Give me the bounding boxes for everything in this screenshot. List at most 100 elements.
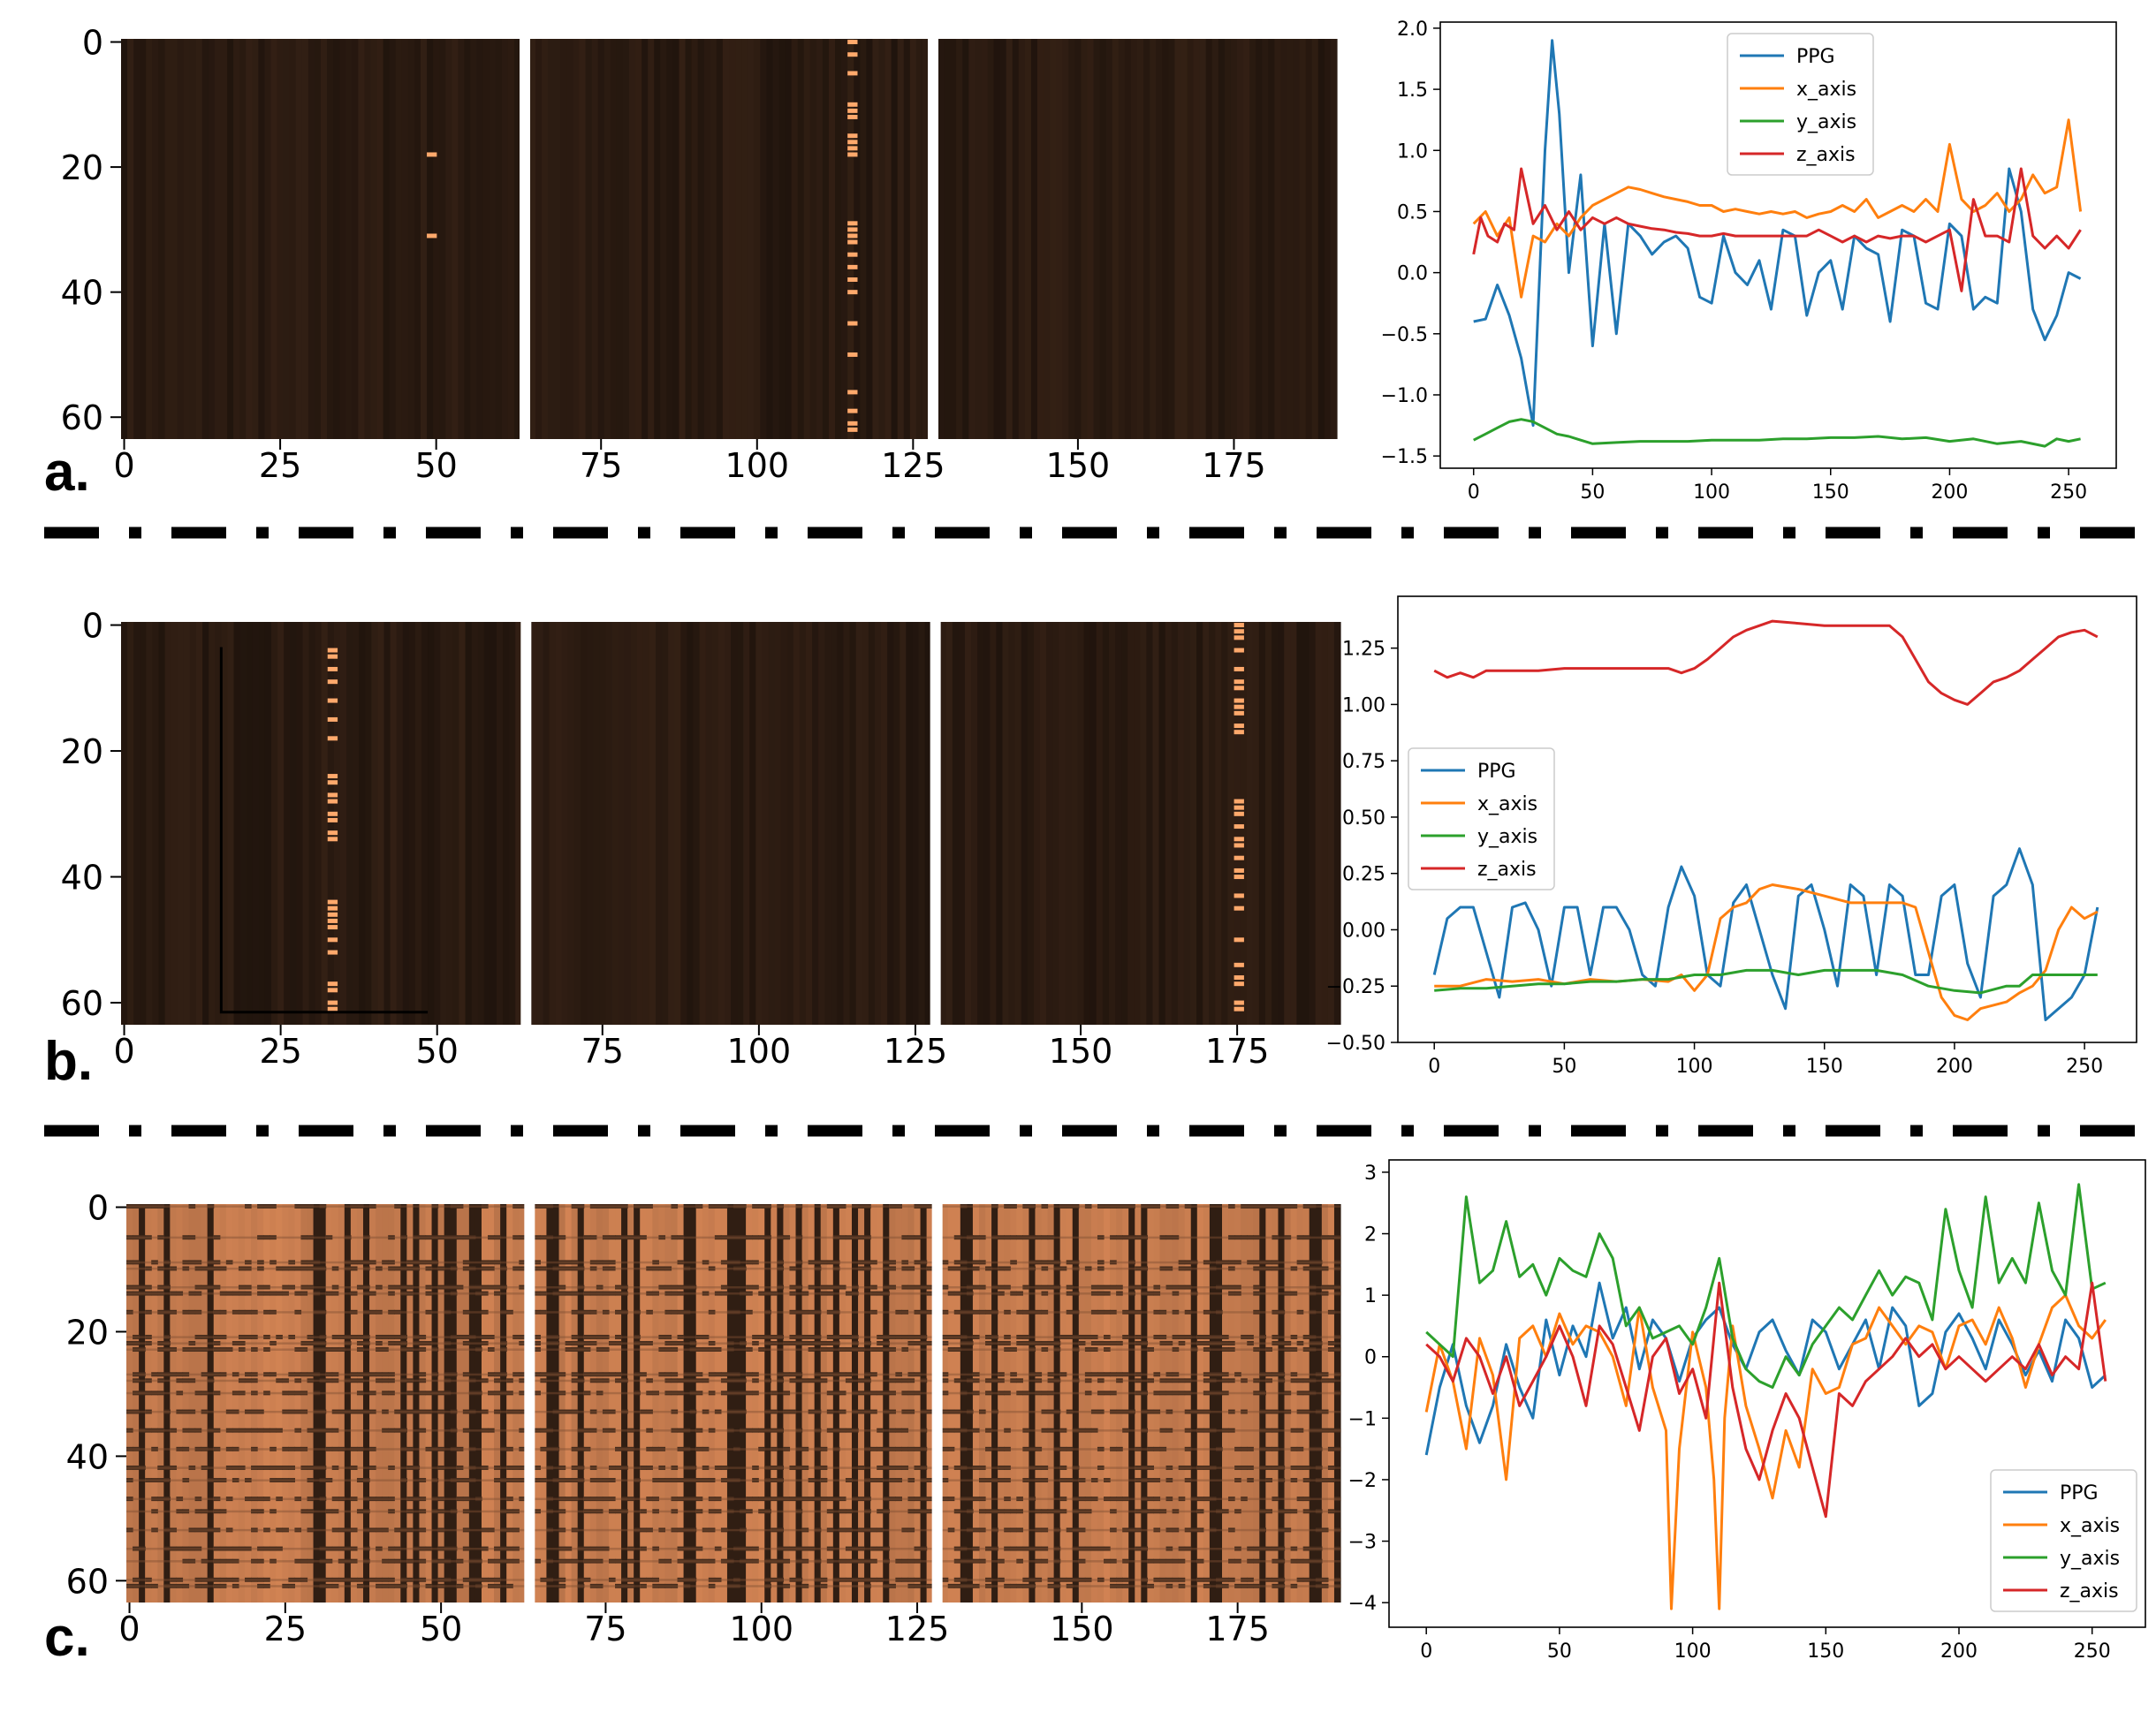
heatmap-cell-dark <box>1222 1583 1229 1588</box>
heatmap-cell-dark <box>1196 1509 1204 1514</box>
heatmap-column <box>1284 622 1291 1025</box>
heatmap-bright-cell <box>847 421 858 426</box>
heatmap-cell-dark <box>1084 1347 1092 1353</box>
heatmap-cell-dark <box>558 1509 566 1514</box>
heatmap-cell-dark <box>151 1446 158 1451</box>
heatmap-cell-dark <box>671 1291 679 1296</box>
heatmap-cell-dark <box>474 1284 482 1290</box>
heatmap-cell-dark <box>589 1260 597 1265</box>
heatmap-cell-dark <box>1147 1496 1155 1502</box>
heatmap-cell-dark <box>1290 1558 1298 1564</box>
heatmap-cell-dark <box>400 1284 407 1290</box>
heatmap-cell-dark <box>126 1204 133 1209</box>
heatmap-cell-dark <box>708 1390 716 1396</box>
heatmap-cell-dark <box>845 1372 853 1377</box>
heatmap-cell-dark <box>577 1478 585 1482</box>
heatmap-column <box>1241 1204 1248 1603</box>
heatmap-column <box>1152 622 1160 1025</box>
heatmap-cell-dark <box>369 1465 376 1470</box>
heatmap-cell-dark <box>966 1583 974 1588</box>
heatmap-cell-dark <box>783 1558 791 1564</box>
heatmap-cell-dark <box>652 1291 659 1296</box>
heatmap-bright-cell <box>327 925 338 930</box>
heatmap-column <box>947 1204 955 1603</box>
heatmap-cell-dark <box>257 1465 264 1470</box>
heatmap-cell-dark <box>1128 1291 1135 1296</box>
heatmap-column <box>985 1204 992 1603</box>
legend-label: PPG <box>1796 46 1835 68</box>
heatmap-bright-cell <box>847 133 858 139</box>
heatmap-cell-dark <box>406 1496 414 1502</box>
heatmap-cell-dark <box>571 1341 579 1345</box>
heatmap-cell-dark <box>907 1378 915 1383</box>
y-tick-label: 0 <box>1364 1347 1377 1369</box>
heatmap-cell-dark <box>720 1260 728 1265</box>
heatmap-column <box>546 1204 554 1603</box>
heatmap-cell-dark <box>444 1235 452 1240</box>
heatmap-cell-dark <box>1135 1446 1142 1451</box>
heatmap-cell-dark <box>577 1284 585 1290</box>
heatmap-cell-dark <box>462 1334 470 1339</box>
heatmap-cell-dark <box>238 1334 246 1339</box>
heatmap-cell-dark <box>1247 1465 1254 1470</box>
heatmap-cell-dark <box>1104 1496 1111 1502</box>
heatmap-cell-dark <box>1209 1390 1217 1396</box>
heatmap-cell-dark <box>1272 1558 1279 1564</box>
heatmap-cell-dark <box>941 1428 949 1433</box>
heatmap-cell-dark <box>1178 1341 1186 1345</box>
heatmap-cell-dark <box>244 1496 252 1502</box>
heatmap-cell-dark <box>960 1266 968 1271</box>
heatmap-cell-dark <box>207 1266 215 1271</box>
heatmap-cell-dark <box>394 1334 401 1339</box>
heatmap-cell-dark <box>456 1496 464 1502</box>
heatmap-cell-dark <box>512 1266 520 1271</box>
heatmap-cell-dark <box>282 1378 289 1383</box>
heatmap-column <box>233 39 240 439</box>
heatmap-cell-dark <box>1196 1496 1204 1502</box>
heatmap-cell-dark <box>801 1527 809 1533</box>
heatmap-cell-dark <box>1072 1291 1080 1296</box>
heatmap-cell-dark <box>883 1260 890 1265</box>
heatmap-column <box>233 622 241 1025</box>
heatmap-cell-dark <box>870 1558 877 1564</box>
heatmap-cell-dark <box>506 1390 513 1396</box>
heatmap-column <box>1096 622 1104 1025</box>
heatmap-cell-dark <box>1078 1546 1086 1551</box>
heatmap-cell-dark <box>1147 1347 1155 1353</box>
heatmap-cell-dark <box>1253 1546 1260 1551</box>
heatmap-cell-dark <box>1153 1409 1161 1414</box>
heatmap-column <box>221 39 228 439</box>
heatmap-cell-dark <box>1215 1583 1223 1588</box>
heatmap-cell-dark <box>325 1577 333 1582</box>
heatmap-column <box>874 622 882 1025</box>
heatmap-cell-dark <box>1029 1266 1036 1271</box>
heatmap-column <box>891 39 899 439</box>
heatmap-cell-dark <box>571 1527 579 1533</box>
heatmap-cell-dark <box>139 1347 146 1353</box>
heatmap-cell-dark <box>708 1496 716 1502</box>
heatmap-cell-dark <box>1029 1341 1036 1345</box>
heatmap-row-band <box>126 1373 1340 1376</box>
heatmap-cell-dark <box>419 1546 427 1551</box>
heatmap-bright-cell <box>1234 679 1244 685</box>
heatmap-cell-dark <box>1110 1284 1117 1290</box>
heatmap-cell-dark <box>546 1428 554 1433</box>
heatmap-cell-dark <box>565 1291 573 1296</box>
heatmap-cell-dark <box>362 1546 370 1551</box>
heatmap-cell-dark <box>1184 1478 1192 1482</box>
heatmap-cell-dark <box>344 1409 352 1414</box>
heatmap-column <box>983 622 991 1025</box>
heatmap-cell-dark <box>468 1409 476 1414</box>
heatmap-cell-dark <box>157 1291 164 1296</box>
heatmap-cell-dark <box>270 1478 277 1482</box>
heatmap-cell-dark <box>1153 1527 1161 1533</box>
heatmap-cell-dark <box>1066 1291 1074 1296</box>
heatmap-cell-dark <box>294 1577 302 1582</box>
heatmap-cell-dark <box>307 1527 315 1533</box>
heatmap-column <box>1246 622 1254 1025</box>
heatmap-cell-dark <box>1104 1284 1111 1290</box>
heatmap-column <box>1040 622 1047 1025</box>
heatmap-cell-dark <box>1004 1446 1011 1451</box>
heatmap-cell-dark <box>602 1204 610 1209</box>
heatmap-cell-dark <box>331 1284 339 1290</box>
